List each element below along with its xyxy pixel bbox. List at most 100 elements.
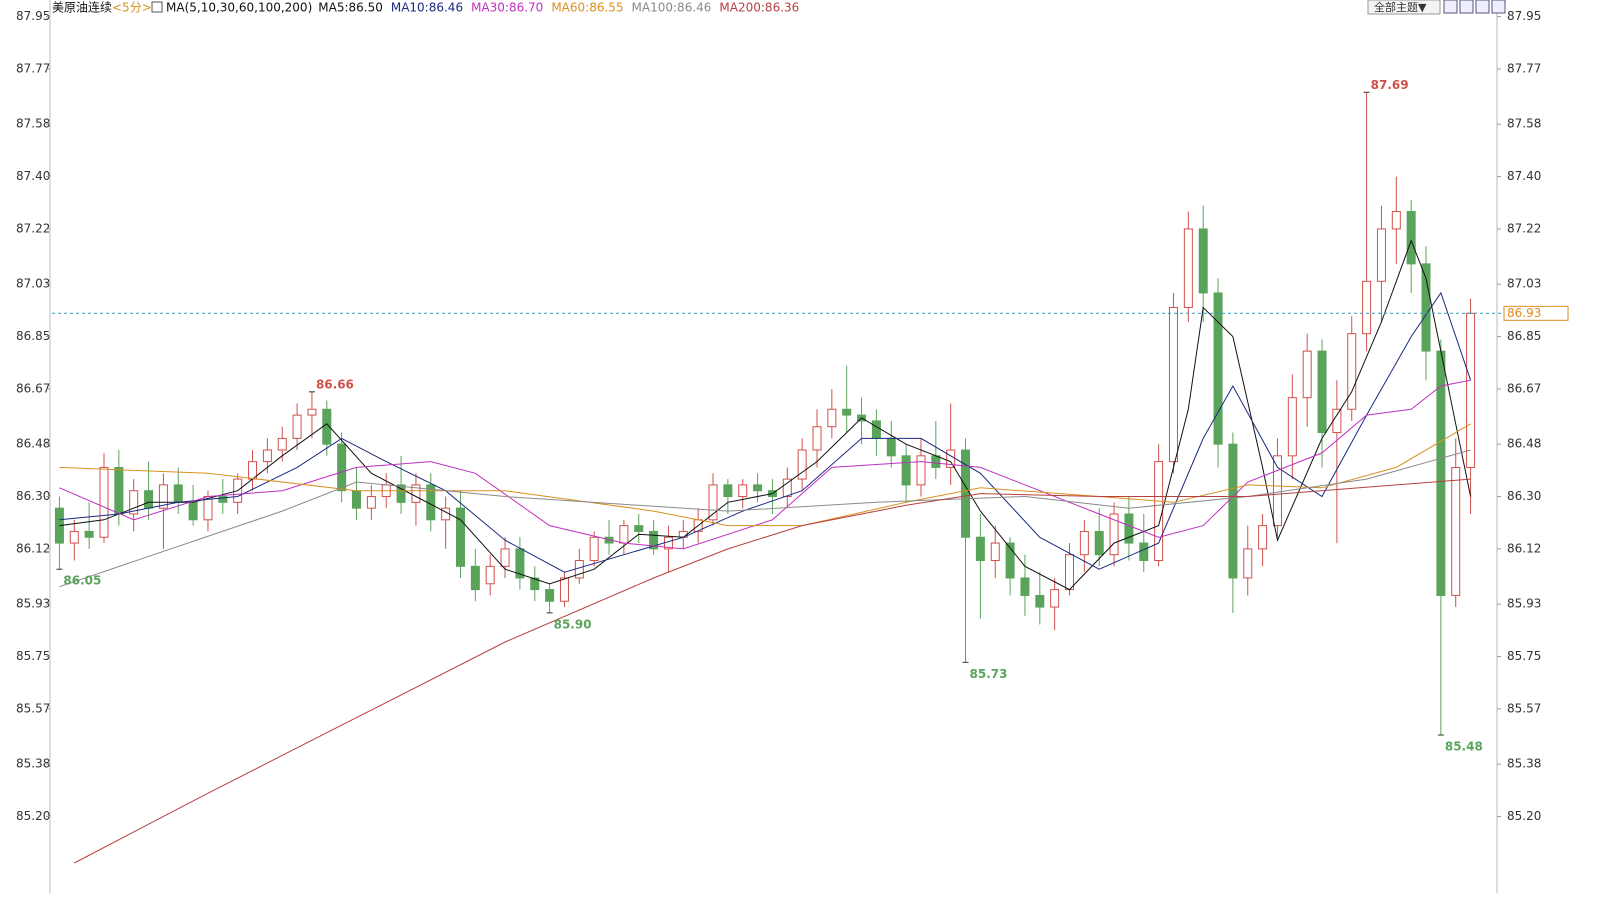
extreme-label: 87.69 [1371,78,1409,92]
y-tick-label-right: 87.58 [1507,117,1541,131]
candle-body [277,437,287,451]
y-tick-label: 85.20 [16,809,50,823]
extreme-label: 85.73 [970,667,1008,681]
tool-button[interactable] [1443,0,1458,14]
y-tick-label: 87.40 [16,169,50,183]
candle-body [1065,554,1075,591]
candle-body [144,490,154,509]
candle-body [1287,397,1297,457]
moving-average-line [59,449,1471,588]
candle-body [158,484,168,509]
period: <5分> [112,1,152,15]
candle-body [500,548,510,567]
candle-body [1317,350,1327,434]
candle-body [545,589,555,602]
y-tick-label-right: 85.20 [1507,809,1541,823]
candle-body [916,455,926,486]
candle-body [827,408,837,428]
candle-body [1451,466,1461,596]
candle-body [352,490,362,509]
candle-body [470,565,480,591]
candle-body [649,530,659,550]
candle-body [1109,513,1119,556]
candle-body [1258,525,1268,550]
candle-body [84,530,94,538]
candle-body [871,420,881,439]
candle-body [738,484,748,498]
candle-body [708,484,718,521]
y-tick-label: 85.93 [16,597,50,611]
extreme-label: 85.48 [1445,740,1483,754]
candle-body [1124,513,1134,544]
candle-body [396,484,406,503]
candle-body [931,455,941,468]
y-tick-label: 86.67 [16,381,50,395]
last-price-box [1503,305,1569,321]
candle-body [114,466,124,515]
candle-body [307,408,317,416]
candle-body [411,484,421,503]
candle-body [619,525,629,544]
candle-body [1347,333,1357,410]
candle-body [1391,211,1401,230]
controls: 全部主题▼ [1367,0,1506,15]
y-tick-label-right: 87.03 [1507,277,1541,291]
candle-body [1183,228,1193,308]
candle-body [589,536,599,562]
candle-body [1406,211,1416,265]
moving-average-line [74,478,1471,864]
title: 美原油连续 [52,0,112,15]
candle-body [842,408,852,416]
candle-body [515,548,525,579]
candle-body [292,414,302,439]
y-tick-label-right: 85.38 [1507,757,1541,771]
candle-body [1362,280,1372,335]
candle-body [1213,292,1223,445]
candle-body [1302,350,1312,399]
tool-button[interactable] [1475,0,1490,14]
tool-button[interactable] [1491,0,1506,14]
legend-entry: MA100:86.46 [632,1,712,15]
candle-body [1139,542,1149,562]
y-tick-label-right: 87.77 [1507,61,1541,75]
tool-button[interactable] [1459,0,1474,14]
theme-button-label: 全部主题▼ [1374,0,1427,14]
candle-body [173,484,183,503]
candle-body [1198,228,1208,294]
candle-body [1421,263,1431,352]
candle-body [1020,577,1030,596]
candle-body [797,449,807,480]
moving-average-line [59,379,1471,550]
legend-entry: MA30:86.70 [471,1,543,15]
y-tick-label-right: 85.57 [1507,701,1541,715]
candle-body [1168,306,1178,463]
y-tick-label-right: 85.93 [1507,597,1541,611]
moving-average-line [59,423,1471,527]
candle-body [559,577,569,602]
candle-body [455,507,465,567]
y-tick-label: 87.77 [16,61,50,75]
y-tick-label: 86.12 [16,541,50,555]
candle-body [1050,589,1060,608]
y-tick-label-right: 87.40 [1507,169,1541,183]
y-tick-label-right: 86.30 [1507,489,1541,503]
candle-body [1466,312,1476,468]
candle-body [723,484,733,498]
candle-body [69,530,79,544]
extreme-label: 85.90 [554,617,592,631]
candle-body [262,449,272,463]
candle-body [1332,408,1342,434]
candle-body [530,577,540,591]
candle-body [99,466,109,538]
candle-body [1079,530,1089,556]
indicator-icon[interactable] [151,1,163,13]
candle-body [129,490,139,515]
candle-body [188,501,198,521]
y-tick-label: 87.03 [16,277,50,291]
theme-button[interactable] [1367,0,1441,15]
candle-body [634,525,644,532]
y-tick-label: 86.48 [16,437,50,451]
candle-body [1005,542,1015,579]
